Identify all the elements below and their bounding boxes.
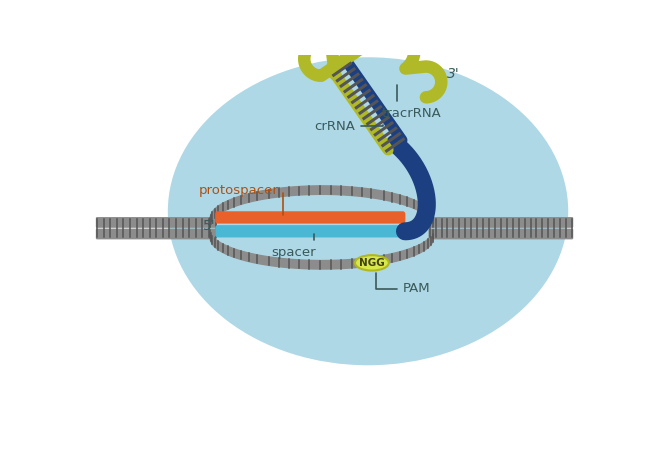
FancyBboxPatch shape xyxy=(428,229,573,240)
Text: spacer: spacer xyxy=(272,234,316,259)
Text: protospacer: protospacer xyxy=(199,184,284,215)
Text: tracrRNA: tracrRNA xyxy=(381,85,441,120)
Text: NGG: NGG xyxy=(359,258,385,268)
Ellipse shape xyxy=(168,57,569,365)
FancyBboxPatch shape xyxy=(96,217,216,228)
Polygon shape xyxy=(210,230,434,269)
Text: PAM: PAM xyxy=(376,273,430,295)
Text: crRNA: crRNA xyxy=(314,120,383,133)
FancyBboxPatch shape xyxy=(215,225,408,237)
FancyBboxPatch shape xyxy=(96,229,216,240)
FancyBboxPatch shape xyxy=(428,217,573,228)
FancyBboxPatch shape xyxy=(215,211,406,224)
Text: 5': 5' xyxy=(203,219,216,233)
Text: 3': 3' xyxy=(447,67,460,81)
Ellipse shape xyxy=(355,255,389,271)
Polygon shape xyxy=(210,186,434,227)
